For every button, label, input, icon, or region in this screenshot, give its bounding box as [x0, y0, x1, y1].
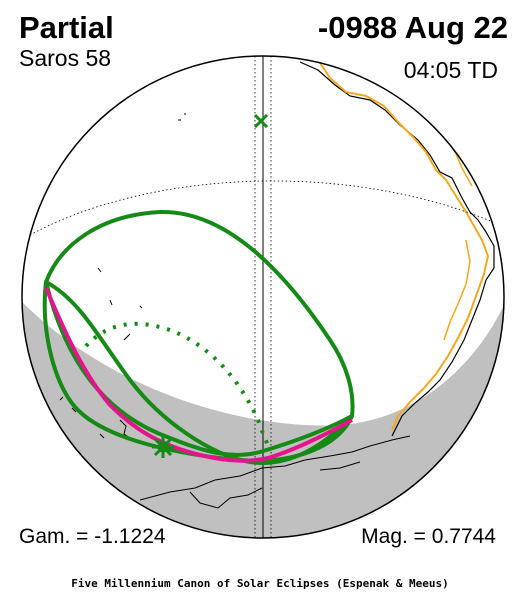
penumbra-inner-limit: [44, 280, 354, 465]
time-label: 04:05 TD: [403, 57, 498, 83]
eclipse-date-title: -0988 Aug 22: [317, 10, 508, 45]
equator-dotted: [29, 180, 501, 236]
north-america-boundary: [305, 56, 490, 431]
inner-boundary-1: [419, 69, 473, 187]
canon-credit: Five Millennium Canon of Solar Eclipses …: [71, 577, 449, 590]
antarctica-coastline: [139, 435, 411, 509]
dotted-mid-curve: [84, 321, 270, 447]
star-marker: [152, 436, 174, 458]
saros-label: Saros 58: [19, 45, 112, 71]
eclipse-type-title: Partial: [19, 10, 114, 45]
americas-coastline: [299, 61, 495, 437]
inner-boundary-2: [443, 239, 471, 341]
x-marker: [253, 113, 269, 129]
gamma-value: Gam. = -1.1224: [19, 525, 166, 548]
maximum-eclipse-curve: [44, 287, 353, 463]
globe-outline: [21, 55, 505, 539]
magnitude-value: Mag. = 0.7744: [361, 525, 496, 548]
